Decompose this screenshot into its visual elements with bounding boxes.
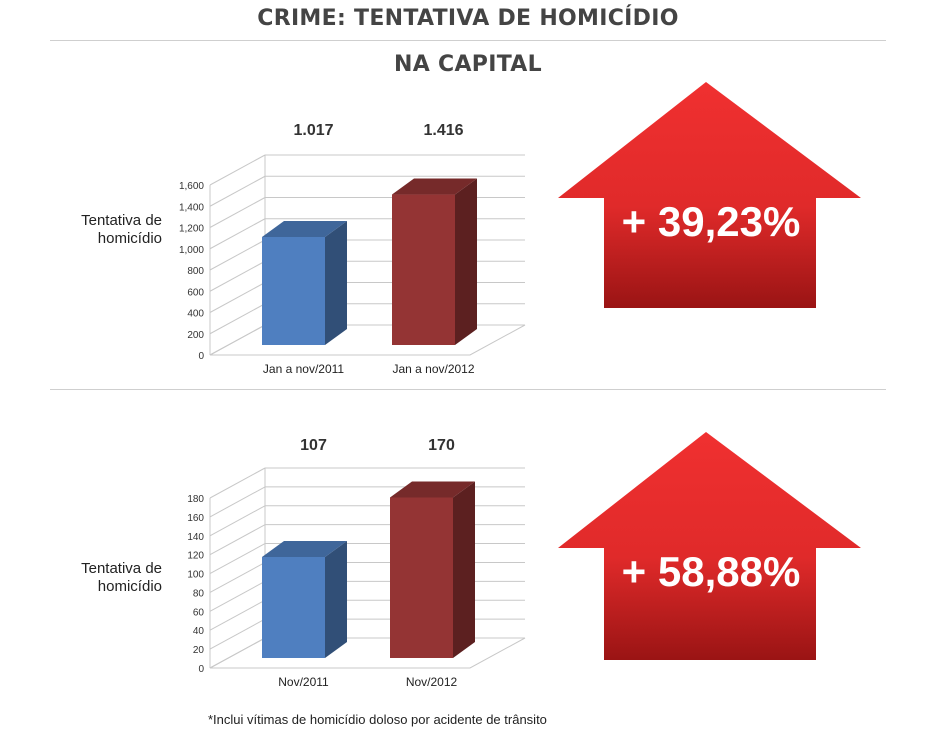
- gridline-side: [209, 239, 266, 271]
- gridline-side: [209, 154, 266, 186]
- section-divider: [50, 389, 886, 390]
- value-label: 107: [300, 437, 327, 454]
- bar-top: [262, 540, 347, 557]
- gridline-side: [209, 618, 266, 650]
- arrow-up-icon: [558, 82, 861, 308]
- chart1-increase-arrow: + 39,23%: [558, 82, 861, 308]
- chart2-increase-arrow: + 58,88%: [558, 432, 861, 660]
- chart1-y-axis-label: Tentativa de homicídio: [81, 212, 162, 247]
- gridline-side: [209, 580, 266, 612]
- chart1-change-label: + 39,23%: [622, 198, 801, 245]
- gridline-side: [209, 260, 266, 292]
- section-subtitle: NA CAPITAL: [394, 52, 542, 77]
- y-tick-label: 200: [187, 330, 204, 341]
- bar-side: [325, 220, 347, 345]
- y-tick-label: 1,400: [179, 202, 204, 213]
- gridline-side: [209, 282, 266, 313]
- gridline-side: [209, 562, 266, 593]
- y-tick-label: 40: [193, 626, 205, 637]
- chart-floor: [209, 637, 526, 669]
- bar-front: [262, 236, 325, 345]
- bar-front: [262, 556, 325, 658]
- value-label: 170: [428, 437, 455, 454]
- gridline-side: [209, 303, 266, 335]
- x-tick-label: Jan a nov/2012: [392, 362, 474, 376]
- y-tick-label: 160: [187, 513, 204, 524]
- gridline-side: [209, 599, 266, 631]
- chart2-bar-chart: 0 20 40 60 80 100 120 140 160 180 Nov/2011 107 Nov/2…: [187, 437, 526, 689]
- chart1-bar-chart: 0 200 400 600 800 1,000 1,200 1,400 1,600 Jan a n…: [179, 122, 526, 376]
- chart2-change-label: + 58,88%: [622, 548, 801, 595]
- y-tick-label: 20: [193, 645, 205, 656]
- bar-side: [453, 481, 475, 658]
- y-tick-label: 1,000: [179, 245, 204, 256]
- y-tick-label: 800: [187, 266, 204, 277]
- bar-top: [392, 178, 477, 195]
- arrow-up-icon: [558, 432, 861, 660]
- value-label: 1.017: [293, 122, 333, 139]
- bar-side: [455, 178, 477, 345]
- y-tick-label: 600: [187, 287, 204, 298]
- gridline-side: [209, 175, 266, 207]
- footnote: *Inclui vítimas de homicídio doloso por …: [208, 712, 547, 727]
- y-tick-label: 60: [193, 607, 205, 618]
- y-tick-label: 120: [187, 551, 204, 562]
- gridline-side: [209, 505, 266, 537]
- y-tick-label: 80: [193, 588, 205, 599]
- chart-floor: [209, 324, 526, 356]
- gridline-side: [209, 524, 266, 556]
- x-tick-label: Nov/2012: [406, 675, 458, 689]
- y-tick-label: 0: [198, 351, 204, 362]
- x-tick-label: Nov/2011: [278, 675, 329, 689]
- bar-top: [262, 220, 347, 237]
- bar-front: [390, 497, 453, 658]
- y-tick-label: 100: [187, 570, 204, 581]
- chart2-y-axis-label: Tentativa de homicídio: [81, 560, 162, 595]
- gridline-side: [209, 486, 266, 518]
- y-tick-label: 1,200: [179, 224, 204, 235]
- y-tick-label: 1,600: [179, 181, 204, 192]
- page-title: CRIME: TENTATIVA DE HOMICÍDIO: [257, 6, 679, 31]
- title-divider: [50, 40, 886, 41]
- gridline-side: [209, 218, 266, 250]
- bar-front: [392, 194, 455, 345]
- bar-side: [325, 540, 347, 658]
- y-tick-label: 140: [187, 532, 204, 543]
- bar-top: [390, 481, 475, 498]
- value-label: 1.416: [423, 122, 463, 139]
- y-tick-label: 400: [187, 309, 204, 320]
- x-tick-label: Jan a nov/2011: [263, 362, 345, 376]
- gridline-side: [209, 543, 266, 574]
- y-tick-label: 180: [187, 494, 204, 505]
- gridline-side: [209, 197, 266, 228]
- gridline-side: [209, 467, 266, 499]
- y-tick-label: 0: [198, 664, 204, 675]
